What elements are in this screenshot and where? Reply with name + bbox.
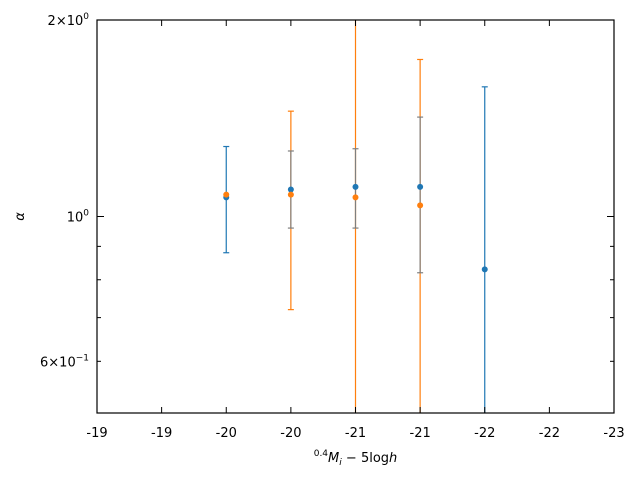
x-axis-label: 0.4Mi − 5logh xyxy=(314,449,398,468)
error-bars xyxy=(223,20,488,413)
x-tick-label: -19 xyxy=(86,426,107,441)
data-point xyxy=(481,266,488,273)
x-tick-label: -21 xyxy=(410,426,431,441)
data-point xyxy=(352,194,359,201)
y-axis-label: α xyxy=(13,212,28,221)
data-point xyxy=(223,191,230,198)
x-tick-label: -21 xyxy=(345,426,366,441)
data-point xyxy=(287,186,294,193)
y-tick-label: 2×100 xyxy=(48,12,90,29)
x-tick-label: -22 xyxy=(539,426,560,441)
x-tick-label: -20 xyxy=(280,426,301,441)
x-tick-label: -23 xyxy=(603,426,624,441)
x-tick-label: -22 xyxy=(474,426,495,441)
x-tick-label: -20 xyxy=(216,426,237,441)
data-point xyxy=(417,183,424,190)
y-tick-label: 6×10−1 xyxy=(40,353,89,370)
data-point xyxy=(287,191,294,198)
x-tick-label: -19 xyxy=(151,426,172,441)
data-point xyxy=(417,202,424,209)
data-point xyxy=(352,183,359,190)
y-axis: 100 2×100 6×10−1 xyxy=(40,12,614,370)
x-axis: -19 -19 -20 -20 -21 -21 -22 -22 -23 xyxy=(86,20,625,441)
data-points xyxy=(223,183,488,273)
y-tick-label: 100 xyxy=(67,209,90,226)
